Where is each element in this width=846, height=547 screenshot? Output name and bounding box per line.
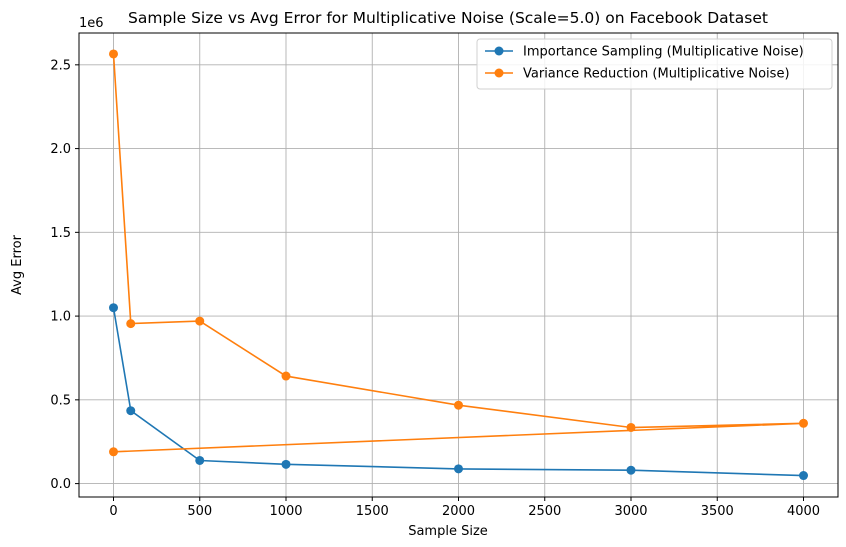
data-point xyxy=(109,447,118,457)
x-tick-label: 500 xyxy=(187,504,212,519)
chart-title: Sample Size vs Avg Error for Multiplicat… xyxy=(128,9,768,27)
x-tick-label: 3500 xyxy=(701,504,734,519)
legend-label: Importance Sampling (Multiplicative Nois… xyxy=(523,45,804,60)
y-tick-label: 0.0 xyxy=(50,477,71,492)
legend: Importance Sampling (Multiplicative Nois… xyxy=(476,38,833,90)
data-point xyxy=(109,49,118,59)
x-tick-label: 2000 xyxy=(442,504,475,519)
data-point xyxy=(109,303,118,313)
legend-marker xyxy=(494,46,504,56)
legend-marker xyxy=(494,68,504,78)
data-point xyxy=(126,406,136,416)
x-axis-label: Sample Size xyxy=(408,524,488,539)
x-tick-label: 1000 xyxy=(269,504,302,519)
x-tick-label: 0 xyxy=(109,504,117,519)
data-point xyxy=(281,371,291,381)
y-tick-label: 1.0 xyxy=(50,310,71,325)
x-tick-label: 3000 xyxy=(614,504,647,519)
series-layer xyxy=(109,49,808,481)
y-tick-label: 2.5 xyxy=(50,58,71,73)
y-axis: 0.0 0.5 1.0 1.5 2.0 2.5 xyxy=(50,58,79,492)
x-tick-label: 4000 xyxy=(787,504,820,519)
data-point xyxy=(626,465,636,475)
data-point xyxy=(195,316,205,326)
data-point xyxy=(281,459,291,469)
data-point xyxy=(454,400,463,410)
data-point xyxy=(454,464,463,474)
y-tick-label: 0.5 xyxy=(50,393,71,408)
legend-box xyxy=(476,38,833,90)
series-line-2 xyxy=(112,53,804,453)
data-point xyxy=(195,455,205,465)
grid xyxy=(79,33,838,497)
data-point xyxy=(799,471,808,481)
x-tick-label: 1500 xyxy=(356,504,389,519)
x-axis: 0 500 1000 1500 2000 2500 3000 3500 4000 xyxy=(109,497,820,519)
data-point xyxy=(799,418,808,428)
y-offset-label: 1e6 xyxy=(79,16,104,31)
x-tick-label: 2500 xyxy=(528,504,561,519)
data-point xyxy=(626,422,636,432)
y-axis-label: Avg Error xyxy=(10,234,25,295)
y-tick-label: 1.5 xyxy=(50,226,71,241)
y-tick-label: 2.0 xyxy=(50,142,71,157)
data-point xyxy=(126,319,136,329)
legend-label: Variance Reduction (Multiplicative Noise… xyxy=(523,67,790,82)
